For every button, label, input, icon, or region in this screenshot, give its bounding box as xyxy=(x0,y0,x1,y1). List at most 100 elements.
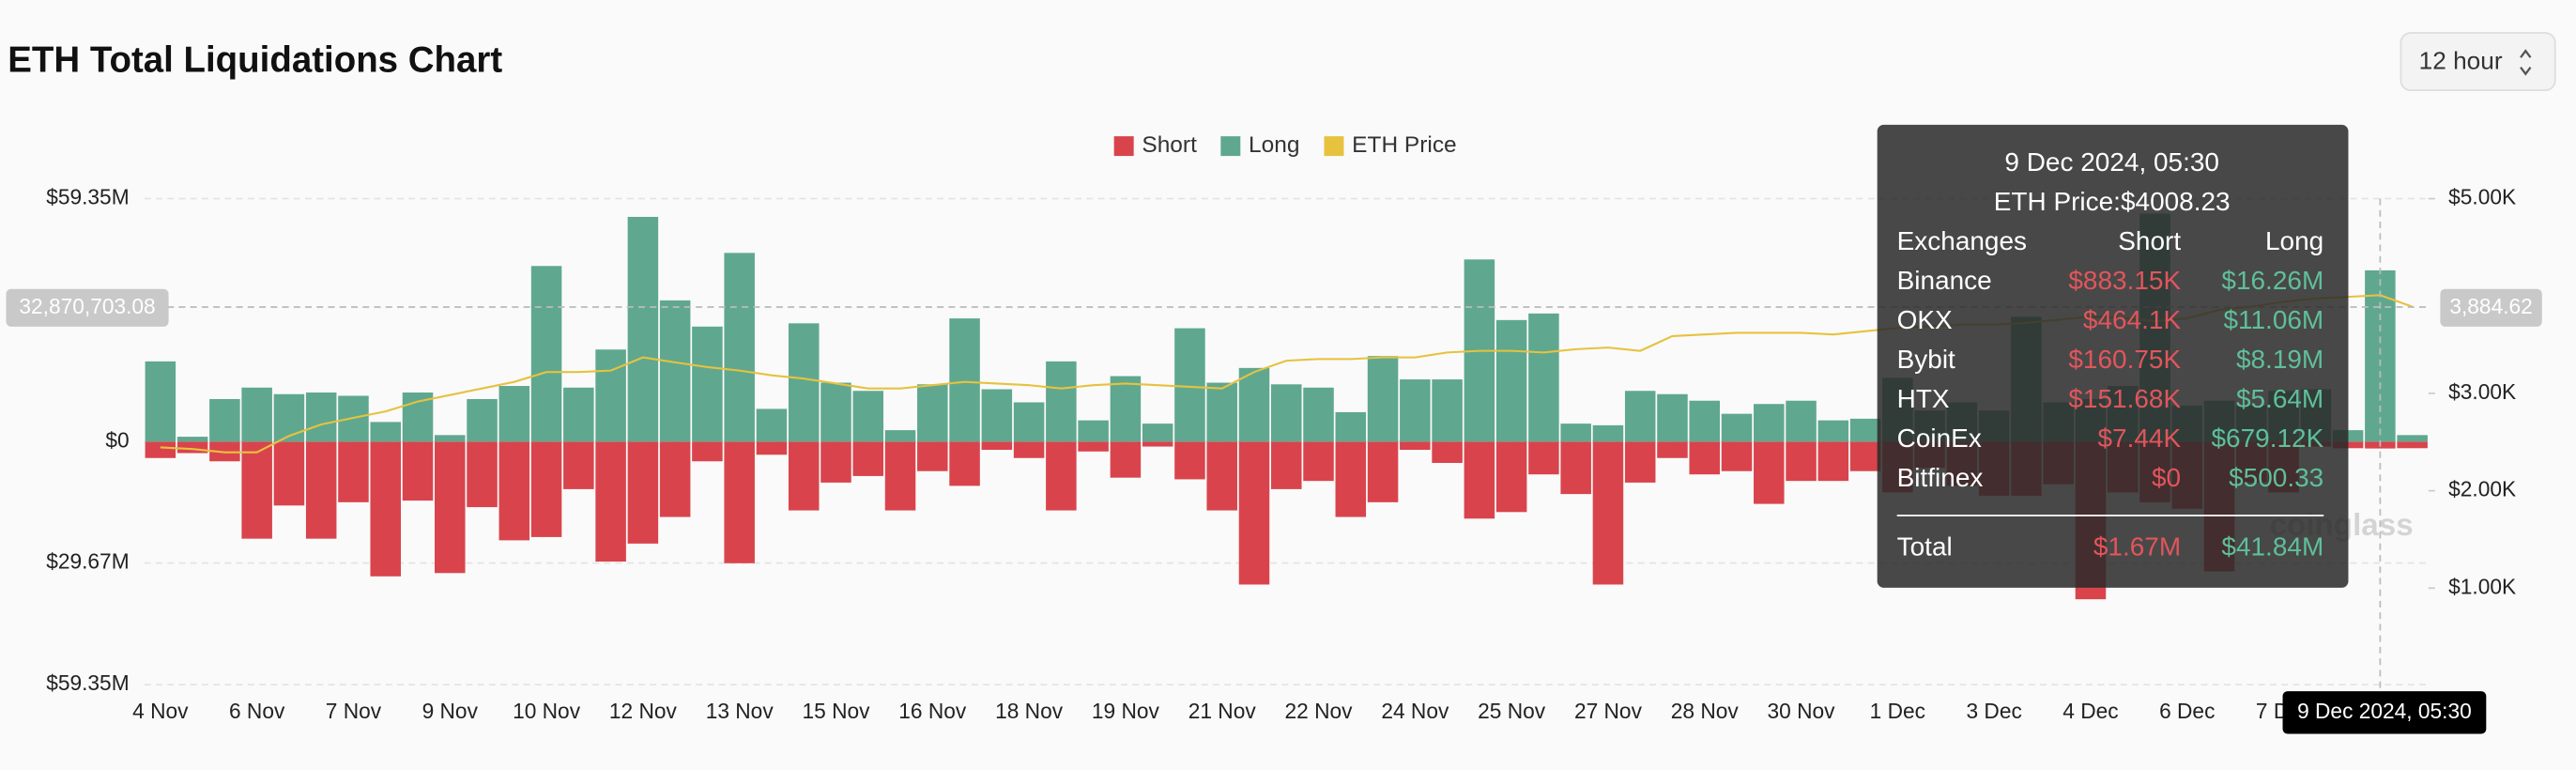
tooltip-cell: $5.64M xyxy=(2236,384,2323,413)
bar xyxy=(1013,441,1045,458)
bar xyxy=(273,393,305,442)
bar xyxy=(145,441,176,458)
bar xyxy=(884,430,916,442)
tooltip-cell: $500.33 xyxy=(2229,463,2323,492)
bar xyxy=(1110,376,1142,442)
select-box[interactable] xyxy=(2400,32,2556,92)
bar xyxy=(498,441,530,541)
bar xyxy=(563,441,594,489)
bar xyxy=(145,361,176,442)
x-tick-label: 22 Nov xyxy=(1285,699,1354,723)
y-tick-label: $59.35M xyxy=(46,185,129,209)
bar xyxy=(627,216,659,442)
bar xyxy=(1721,441,1753,471)
x-tick-label: 6 Dec xyxy=(2159,699,2215,723)
bar xyxy=(338,441,369,502)
bar xyxy=(530,266,562,442)
tooltip-cell: HTX xyxy=(1897,384,1950,413)
y2-tick-label: $3.00K xyxy=(2448,379,2516,404)
bar xyxy=(1657,441,1688,458)
tooltip-cell: OKX xyxy=(1897,305,1953,334)
bar xyxy=(1495,441,1527,513)
y-tick-label: $0 xyxy=(105,427,129,452)
bar xyxy=(370,441,401,577)
bar xyxy=(467,441,498,508)
bar xyxy=(724,441,755,563)
bar xyxy=(1174,441,1205,480)
bar xyxy=(820,382,851,442)
tooltip-price: ETH Price:$4008.23 xyxy=(1994,187,2231,216)
bar xyxy=(1206,382,1237,442)
tooltip-cell: Bybit xyxy=(1897,345,1955,374)
bar xyxy=(1303,441,1334,482)
x-tick-label: 4 Nov xyxy=(132,699,189,723)
y2-tick-label: $2.00K xyxy=(2448,477,2516,501)
tooltip-cell: $464.1K xyxy=(2083,305,2182,334)
bar xyxy=(1849,441,1881,471)
bar xyxy=(981,389,1013,442)
bar xyxy=(1303,387,1334,442)
bar xyxy=(917,441,948,471)
bar xyxy=(273,441,305,506)
bar xyxy=(595,441,626,562)
chart-title: ETH Total Liquidations Chart xyxy=(8,40,502,81)
bar xyxy=(498,386,530,442)
bar xyxy=(884,441,916,511)
y2-tick-label: $1.00K xyxy=(2448,574,2516,598)
tooltip-header: Short xyxy=(2118,226,2181,255)
bar xyxy=(981,441,1013,451)
tooltip-title: 9 Dec 2024, 05:30 xyxy=(2004,147,2219,177)
bar xyxy=(209,398,240,442)
bar xyxy=(1432,379,1463,442)
x-tick-label: 12 Nov xyxy=(609,699,678,723)
bar xyxy=(1657,393,1688,442)
legend-swatch xyxy=(1113,136,1134,157)
bar xyxy=(949,318,980,442)
bar xyxy=(1464,441,1495,519)
bar xyxy=(1689,400,1721,442)
bar xyxy=(1367,441,1399,502)
tooltip-cell: $883.15K xyxy=(2068,266,2181,295)
tooltip-cell: $11.06M xyxy=(2223,305,2323,334)
select-label[interactable]: 12 hour xyxy=(2419,46,2503,74)
bar xyxy=(1495,319,1527,442)
bar xyxy=(820,441,851,483)
bar xyxy=(467,398,498,442)
legend-label: Short xyxy=(1142,132,1197,158)
y2-tick-label: $5.00K xyxy=(2448,185,2516,209)
bar xyxy=(305,393,337,442)
bar xyxy=(595,349,626,442)
bar xyxy=(370,422,401,442)
interval-select[interactable]: 12 hour xyxy=(2400,32,2556,92)
tooltip-total: $1.67M xyxy=(2093,531,2181,561)
bar xyxy=(1689,441,1721,475)
x-tick-label: 1 Dec xyxy=(1870,699,1925,723)
y-tick-label: $29.67M xyxy=(46,549,129,574)
legend-label: ETH Price xyxy=(1352,132,1456,158)
bar xyxy=(1721,413,1753,442)
x-tick-label: 7 Nov xyxy=(326,699,382,723)
bar xyxy=(1078,420,1109,442)
bar xyxy=(1754,404,1785,442)
tooltip: 9 Dec 2024, 05:30 ETH Price:$4008.23 Excha… xyxy=(1877,124,2349,588)
x-tick-label: 18 Nov xyxy=(995,699,1064,723)
tooltip-header: Long xyxy=(2265,226,2323,255)
crosshair-x-box xyxy=(2282,691,2487,734)
bar xyxy=(1238,367,1270,442)
select-chevron xyxy=(2520,49,2532,76)
bar xyxy=(1432,441,1463,463)
tooltip-cell: $8.19M xyxy=(2236,345,2323,374)
x-tick-label: 27 Nov xyxy=(1574,699,1643,723)
x-tick-label: 10 Nov xyxy=(513,699,581,723)
bar xyxy=(1335,441,1367,517)
bar xyxy=(1046,441,1077,511)
bar xyxy=(1078,441,1109,452)
tooltip-cell: $679.12K xyxy=(2211,424,2323,453)
crosshair-y2-label: 3,884.62 xyxy=(2449,294,2532,318)
tooltip-header: Exchanges xyxy=(1897,226,2027,255)
bar xyxy=(1142,441,1173,447)
bar xyxy=(724,253,755,442)
bar xyxy=(1110,441,1142,478)
